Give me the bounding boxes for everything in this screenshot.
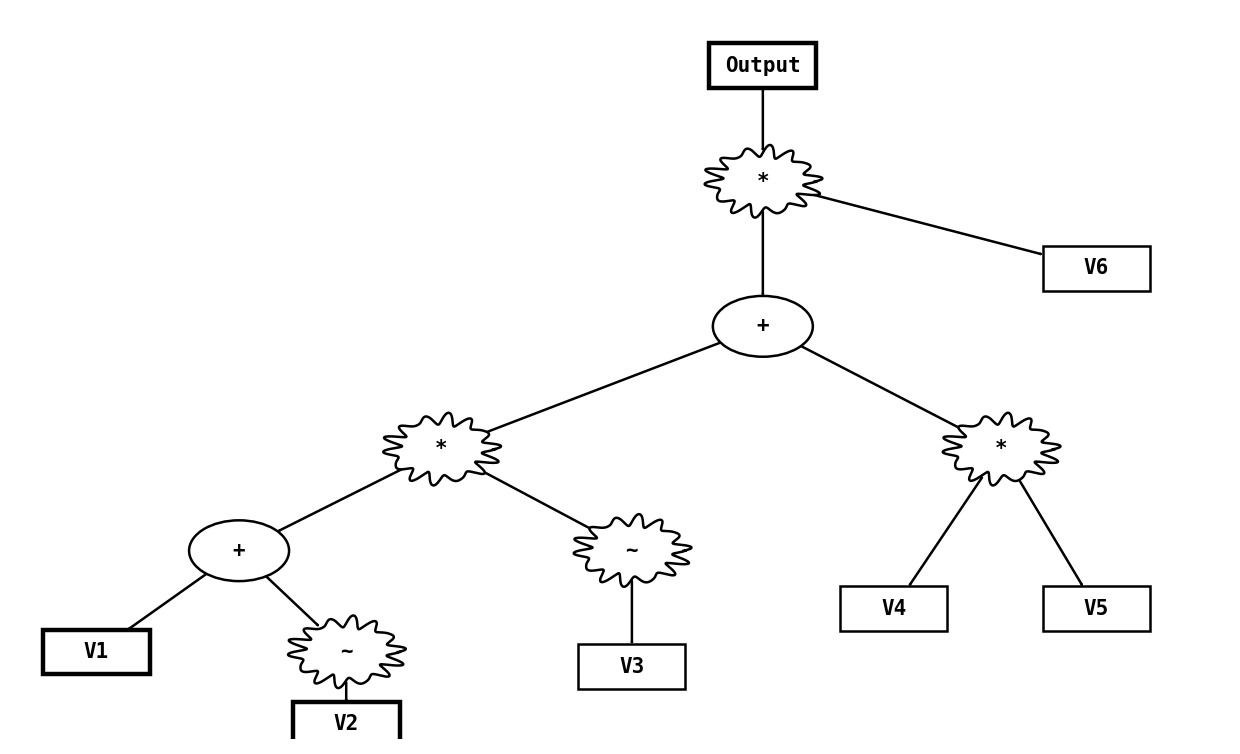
Bar (709, 43, 816, 88)
Bar (1043, 246, 1149, 291)
Polygon shape (942, 413, 1060, 486)
Text: V4: V4 (882, 599, 906, 618)
Text: V6: V6 (1084, 259, 1109, 278)
Text: ~: ~ (340, 642, 352, 662)
Text: *: * (435, 440, 448, 459)
Circle shape (188, 520, 289, 581)
Text: V2: V2 (334, 715, 358, 734)
Text: *: * (756, 172, 769, 192)
Bar (1043, 586, 1149, 631)
Text: Output: Output (725, 56, 801, 75)
Text: +: + (756, 317, 769, 336)
Bar (578, 644, 686, 689)
Text: +: + (233, 541, 246, 561)
Polygon shape (574, 514, 692, 587)
Bar (841, 586, 947, 631)
Text: V5: V5 (1084, 599, 1109, 618)
Polygon shape (704, 145, 822, 218)
Bar (293, 702, 399, 747)
Text: V1: V1 (83, 642, 109, 662)
Bar (42, 630, 150, 675)
Polygon shape (288, 615, 405, 688)
Polygon shape (383, 413, 501, 486)
Text: ~: ~ (626, 541, 639, 561)
Text: V3: V3 (619, 657, 645, 676)
Circle shape (713, 296, 813, 357)
Text: *: * (994, 440, 1007, 459)
